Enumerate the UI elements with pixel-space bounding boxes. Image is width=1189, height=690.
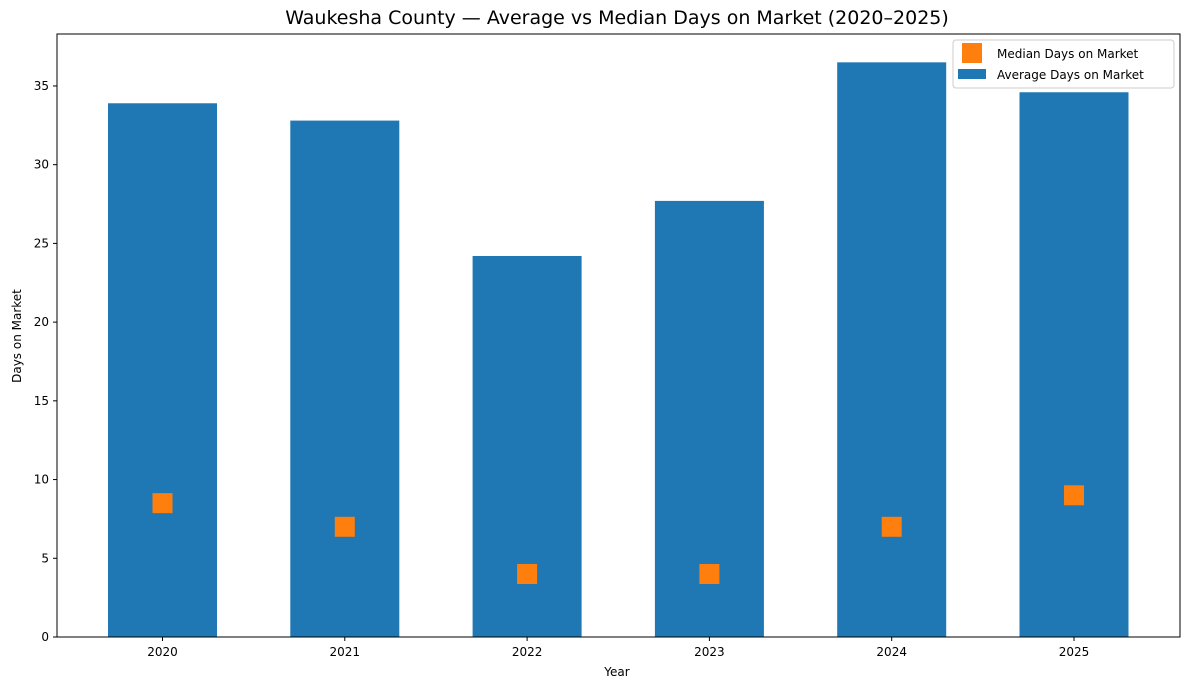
x-axis: 2020 2021 2022 2023 2024 2025: [147, 637, 1089, 659]
marker-median-2023: [699, 564, 720, 585]
y-tick-label: 0: [41, 630, 49, 644]
y-axis-label: Days on Market: [10, 289, 24, 383]
x-tick-label-2024: 2024: [876, 645, 907, 659]
y-axis: 0 5 10 15 20 25 30 35: [34, 79, 57, 644]
y-tick-label: 30: [34, 158, 49, 172]
legend-frame: [952, 39, 1175, 89]
legend-average-bar-swatch-icon: [958, 69, 986, 79]
y-tick-label: 10: [34, 473, 49, 487]
legend-median-marker-square-icon: [962, 43, 982, 63]
y-tick-label: 35: [34, 79, 49, 93]
y-tick-label: 25: [34, 236, 49, 250]
markers-group: [152, 485, 1084, 585]
bar-average-2021: [290, 120, 400, 637]
marker-median-2025: [1064, 485, 1084, 506]
legend: Median Days on Market Average Days on Ma…: [952, 39, 1175, 89]
marker-median-2022: [517, 564, 538, 585]
x-tick-label-2022: 2022: [512, 645, 543, 659]
y-tick-label: 20: [34, 315, 49, 329]
x-tick-label-2023: 2023: [694, 645, 725, 659]
legend-average-label: Average Days on Market: [997, 68, 1144, 82]
x-tick-label-2025: 2025: [1059, 645, 1090, 659]
plot-frame: [56, 33, 1181, 638]
y-tick-label: 5: [41, 551, 49, 565]
x-tick-label-2021: 2021: [330, 645, 361, 659]
legend-median-label: Median Days on Market: [997, 47, 1139, 61]
plot-area: [56, 33, 1181, 638]
x-axis-label: Year: [603, 665, 629, 679]
bar-average-2024: [837, 62, 947, 638]
marker-median-2024: [881, 516, 902, 537]
marker-median-2020: [152, 493, 173, 514]
bar-average-2025: [1019, 92, 1129, 637]
y-tick-label: 15: [34, 394, 49, 408]
marker-median-2021: [334, 516, 355, 537]
bar-average-2020: [108, 103, 217, 637]
chart-title: Waukesha County — Average vs Median Days…: [285, 7, 949, 29]
bars-group: [108, 62, 1129, 638]
x-tick-label-2020: 2020: [147, 645, 178, 659]
